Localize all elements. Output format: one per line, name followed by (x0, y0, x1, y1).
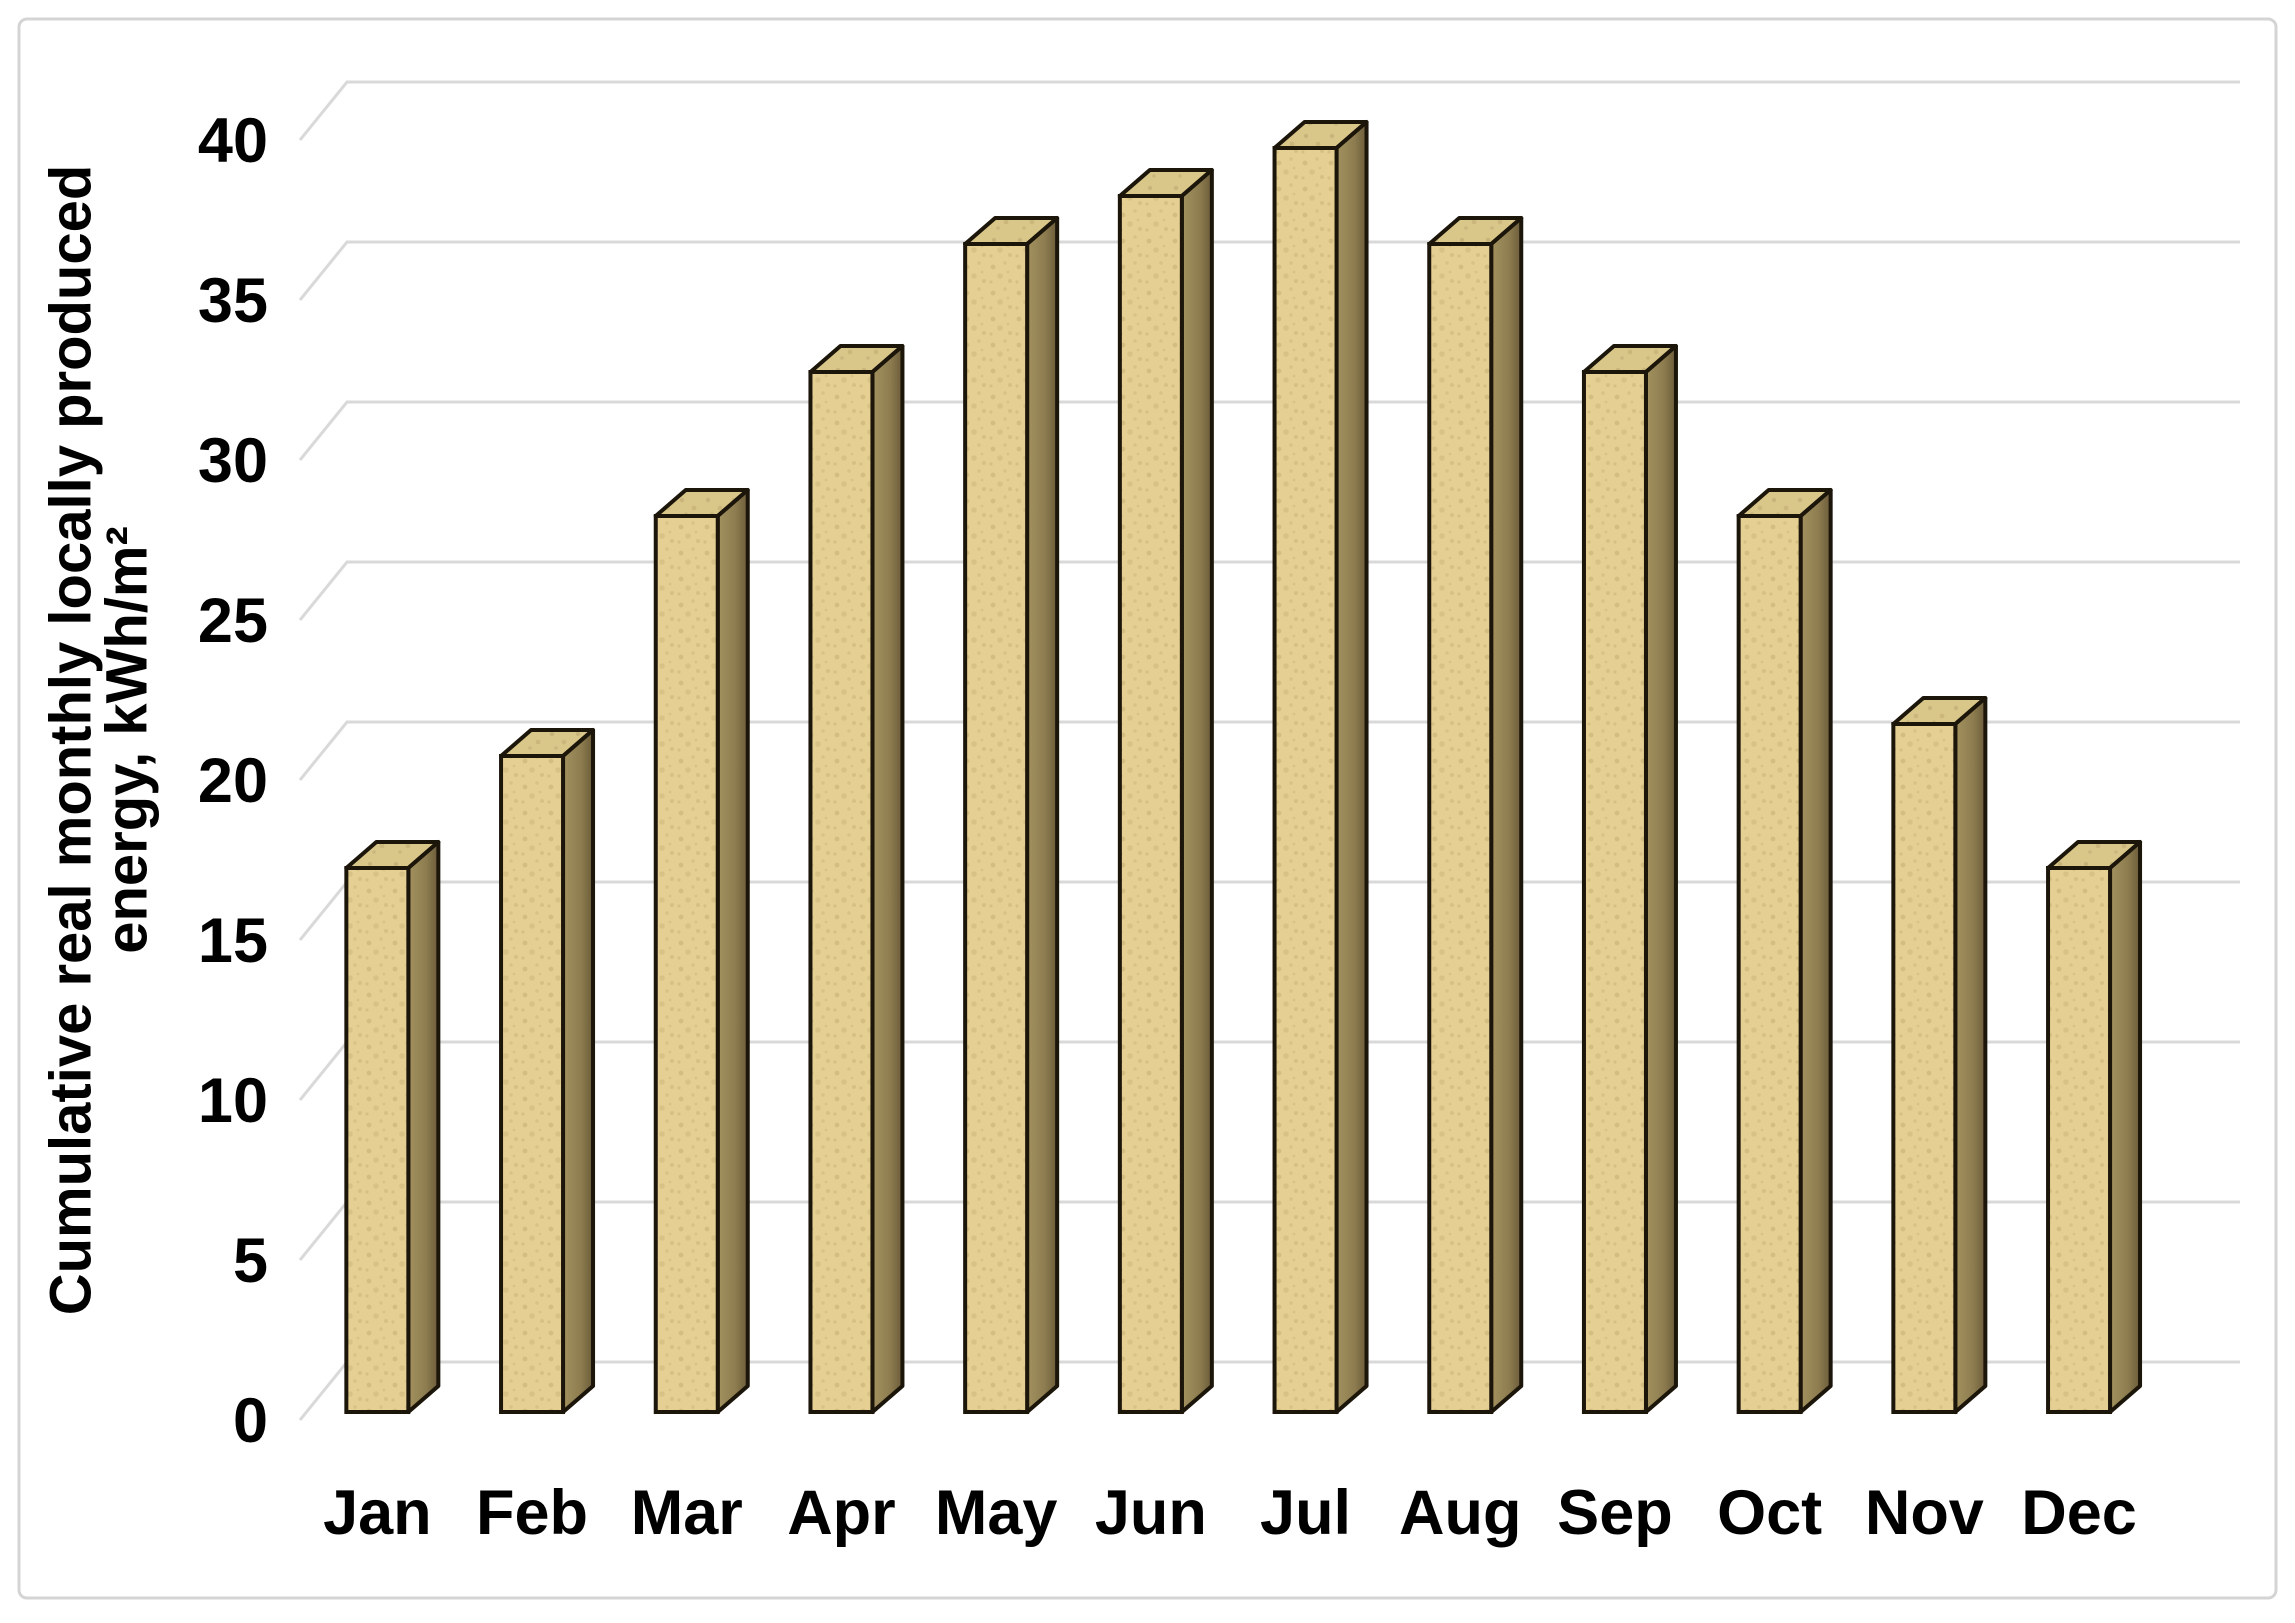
bar-front-face (808, 370, 875, 1414)
x-tick-label: Jun (1095, 1478, 1207, 1548)
bar-side-face (1025, 216, 1060, 1414)
bar-apr (808, 344, 905, 1414)
x-tick-label: Aug (1399, 1478, 1521, 1548)
bar-nov (1891, 696, 1988, 1414)
bar-side-face (1334, 120, 1369, 1414)
bar-side-face (2108, 840, 2143, 1414)
gridline (298, 240, 2240, 301)
y-tick-label: 15 (198, 906, 268, 976)
bar-jan (344, 840, 441, 1414)
x-tick-label: Apr (787, 1478, 896, 1548)
bar-front-face (1117, 194, 1184, 1414)
axis-labels-layer: 0 5 10 15 20 25 30 35 40 Jan Feb Mar Apr May Jun Jul Aug… (198, 106, 2137, 1548)
y-tick-label: 5 (233, 1226, 268, 1296)
y-tick-label: 10 (198, 1066, 268, 1136)
x-tick-label: Mar (631, 1478, 743, 1548)
bar-front-face (1736, 514, 1803, 1414)
bar-side-face (1179, 168, 1214, 1414)
x-tick-label: Sep (1557, 1478, 1673, 1548)
bar-mar (653, 488, 750, 1414)
x-tick-label: Feb (476, 1478, 588, 1548)
y-tick-label: 0 (233, 1386, 268, 1456)
x-tick-label: Jul (1260, 1478, 1351, 1548)
bar-front-face (2046, 866, 2113, 1414)
bar-side-face (1953, 696, 1988, 1414)
bar-side-face (1489, 216, 1524, 1414)
x-tick-label: Jan (323, 1478, 432, 1548)
bar-front-face (653, 514, 720, 1414)
bar-side-face (406, 840, 441, 1414)
bar-oct (1736, 488, 1833, 1414)
bar-front-face (1272, 146, 1339, 1414)
bar-feb (499, 728, 596, 1414)
x-tick-label: Oct (1717, 1478, 1822, 1548)
y-tick-label: 40 (198, 106, 268, 176)
bar-front-face (344, 866, 411, 1414)
y-tick-label: 35 (198, 266, 268, 336)
y-tick-label: 20 (198, 746, 268, 816)
x-tick-label: Dec (2021, 1478, 2137, 1548)
x-tick-label: May (935, 1478, 1058, 1548)
bar-may (963, 216, 1060, 1414)
y-axis-title-line1: Cumulative real monthly locally produced (39, 165, 104, 1316)
bar-dec (2046, 840, 2143, 1414)
bar-front-face (1427, 242, 1494, 1414)
bar-front-face (1891, 722, 1958, 1414)
bar-jul (1272, 120, 1369, 1414)
bar-jun (1117, 168, 1214, 1414)
bar-front-face (499, 754, 566, 1414)
bar-side-face (715, 488, 750, 1414)
bar-side-face (561, 728, 596, 1414)
bar-front-face (1581, 370, 1648, 1414)
x-tick-label: Nov (1865, 1478, 1984, 1548)
bar-side-face (870, 344, 905, 1414)
bar-side-face (1643, 344, 1678, 1414)
bar-sep (1581, 344, 1678, 1414)
bars-layer (344, 120, 2143, 1414)
y-tick-label: 25 (198, 586, 268, 656)
gridline (298, 80, 2240, 141)
bar-front-face (963, 242, 1030, 1414)
y-axis-title-line2: energy, kWh/m² (95, 526, 160, 954)
bar-side-face (1798, 488, 1833, 1414)
bar-aug (1427, 216, 1524, 1414)
y-tick-label: 30 (198, 426, 268, 496)
